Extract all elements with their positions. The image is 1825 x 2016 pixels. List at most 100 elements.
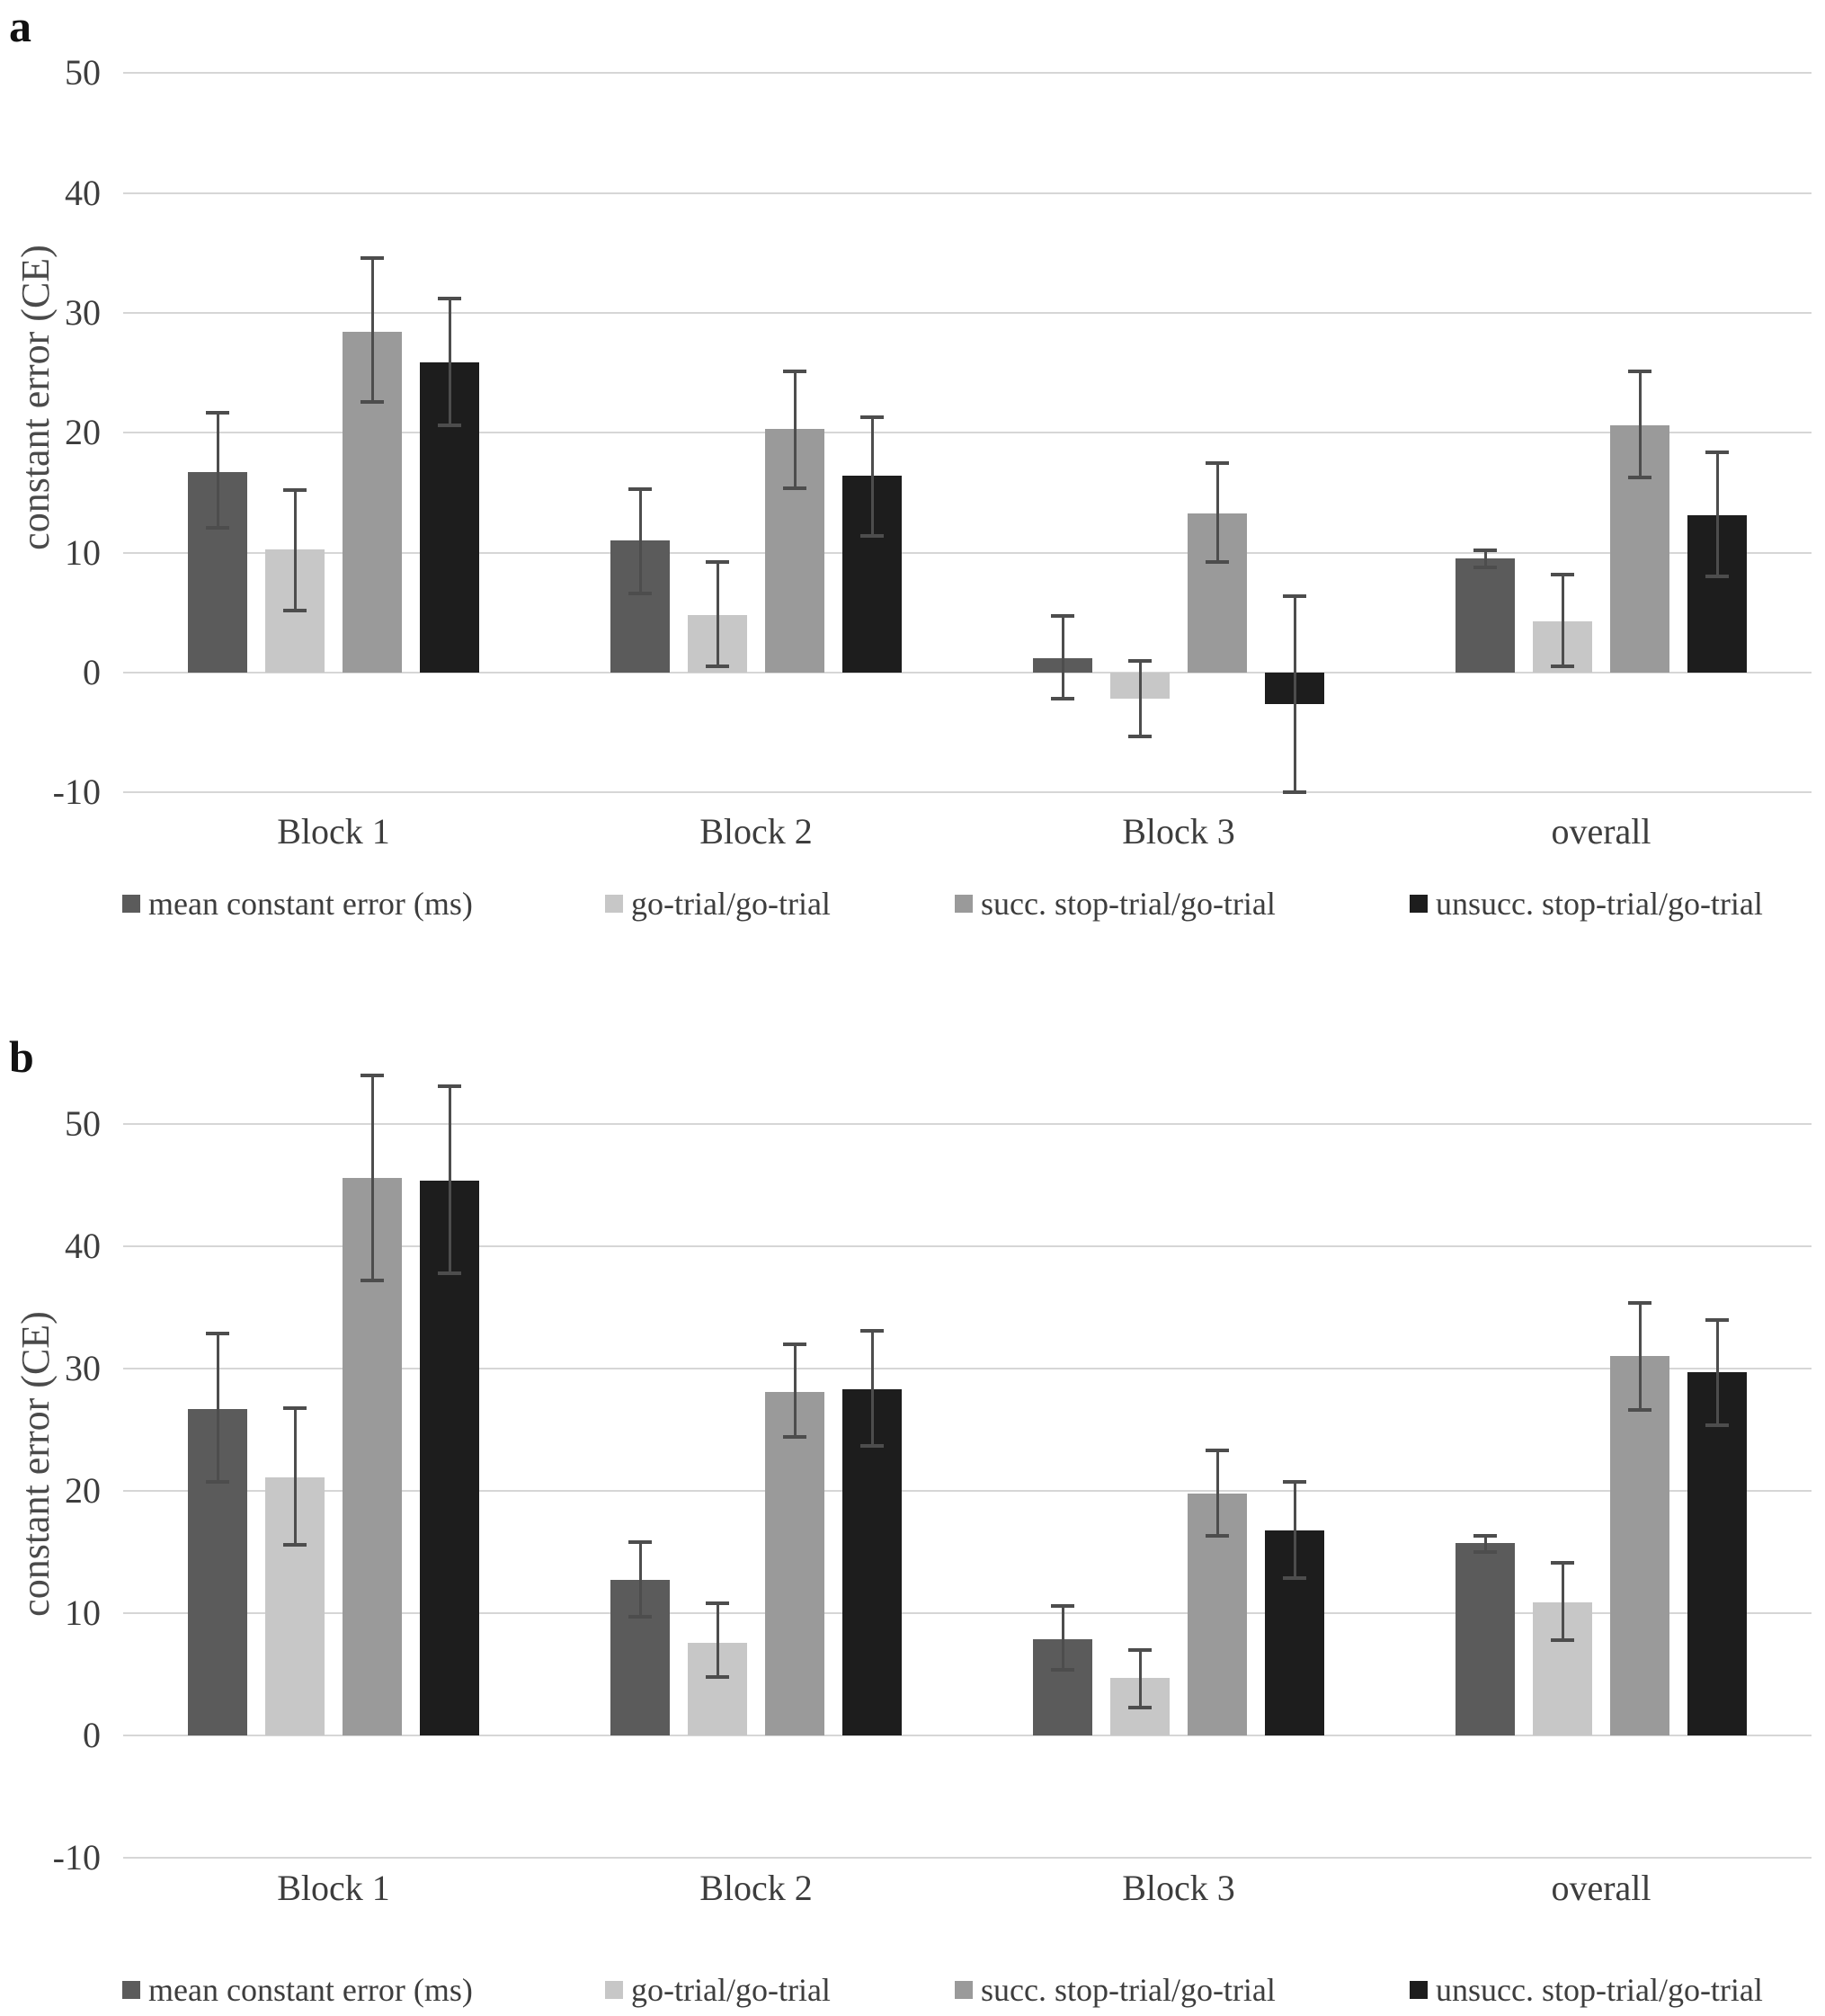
x-tick-label-b-4: overall [1551, 1868, 1651, 1908]
error-cap-top [783, 1342, 806, 1346]
y-tick-label-b--10: -10 [52, 1837, 101, 1878]
panel-a-letter: a [9, 1, 31, 51]
gridline-a-20 [123, 432, 1812, 434]
error-bar-b-c2-s2 [716, 1603, 719, 1677]
gridline-b-10 [123, 1612, 1812, 1614]
y-tick-label-b-0: 0 [83, 1715, 101, 1755]
error-bar-b-c3-s1 [1061, 1605, 1064, 1670]
error-cap-top [206, 410, 229, 415]
gridline-a-40 [123, 192, 1812, 194]
error-cap-top [628, 487, 652, 491]
y-tick-label-a-20: 20 [65, 412, 101, 453]
error-bar-a-c1-s1 [216, 412, 219, 528]
error-cap-bottom [860, 1443, 884, 1448]
y-tick-label-a-10: 10 [65, 531, 101, 573]
error-cap-top [1206, 1449, 1229, 1453]
x-tick-label-b-1: Block 1 [277, 1868, 390, 1908]
y-tick-label-b-30: 30 [65, 1348, 101, 1388]
error-cap-bottom [206, 1480, 229, 1485]
error-bar-b-c2-s1 [638, 1542, 642, 1618]
error-cap-bottom [628, 592, 652, 595]
error-cap-top [283, 488, 307, 493]
error-cap-bottom [1473, 565, 1497, 569]
error-cap-top [1473, 1534, 1497, 1539]
y-tick-label-b-50: 50 [65, 1103, 101, 1144]
error-bar-a-c4-s1 [1483, 550, 1487, 567]
y-tick-label-a-30: 30 [65, 292, 101, 333]
gridline-b-40 [123, 1245, 1812, 1247]
panel-b-letter: b [9, 1031, 34, 1082]
error-bar-b-c4-s4 [1715, 1319, 1719, 1425]
error-cap-bottom [283, 1542, 307, 1547]
legend-item-b-3: succ. stop-trial/go-trial [955, 1968, 1276, 2012]
error-cap-top [1551, 1561, 1574, 1566]
error-cap-bottom [1051, 1667, 1074, 1672]
error-bar-a-c2-s2 [716, 562, 719, 667]
error-bar-a-c4-s4 [1715, 451, 1719, 577]
error-bar-a-c4-s2 [1561, 574, 1564, 667]
x-tick-label-a-1: Block 1 [277, 811, 390, 852]
error-cap-bottom [706, 1674, 729, 1679]
error-cap-bottom [706, 665, 729, 669]
error-bar-b-c1-s3 [370, 1075, 374, 1281]
error-bar-a-c1-s4 [448, 299, 451, 426]
legend-item-a-1: mean constant error (ms) [122, 882, 473, 925]
error-cap-bottom [1628, 475, 1651, 479]
error-cap-bottom [283, 608, 307, 612]
error-cap-top [1128, 1647, 1152, 1652]
gridline-b-30 [123, 1368, 1812, 1369]
error-bar-a-c3-s1 [1061, 616, 1064, 700]
error-cap-bottom [1551, 1637, 1574, 1642]
error-cap-bottom [1051, 697, 1074, 701]
error-cap-top [783, 370, 806, 374]
legend-label: succ. stop-trial/go-trial [981, 1972, 1276, 2008]
gridline-a-10 [123, 551, 1812, 554]
bar-b-c4-s4 [1687, 1372, 1747, 1735]
error-bar-a-c2-s1 [638, 489, 642, 593]
error-cap-bottom [206, 525, 229, 530]
legend-item-b-4: unsucc. stop-trial/go-trial [1410, 1968, 1763, 2012]
y-tick-label-a-50: 50 [65, 52, 101, 94]
error-cap-top [1051, 1603, 1074, 1608]
y-tick-label-a-0: 0 [83, 652, 101, 692]
error-bar-a-c3-s4 [1293, 595, 1296, 793]
legend-label: mean constant error (ms) [148, 886, 473, 922]
error-cap-bottom [361, 1279, 384, 1283]
error-cap-top [206, 1331, 229, 1335]
error-cap-top [860, 415, 884, 419]
error-cap-bottom [1206, 560, 1229, 565]
gridline-b-0 [123, 1735, 1812, 1736]
legend-item-a-3: succ. stop-trial/go-trial [955, 882, 1276, 925]
error-bar-b-c3-s2 [1138, 1649, 1142, 1708]
error-cap-top [1051, 614, 1074, 619]
error-bar-b-c1-s2 [293, 1407, 297, 1545]
legend-item-a-4: unsucc. stop-trial/go-trial [1410, 882, 1763, 925]
error-bar-a-c4-s3 [1638, 371, 1642, 477]
legend-item-b-2: go-trial/go-trial [605, 1968, 831, 2012]
bar-a-c4-s1 [1456, 558, 1515, 673]
error-cap-bottom [361, 399, 384, 404]
error-bar-b-c1-s4 [448, 1085, 451, 1273]
error-cap-top [1283, 1480, 1306, 1485]
error-bar-b-c4-s2 [1561, 1563, 1564, 1640]
error-cap-top [860, 1328, 884, 1333]
y-tick-label-a-40: 40 [65, 172, 101, 213]
error-cap-bottom [438, 424, 461, 428]
legend-swatch-icon [955, 895, 973, 913]
error-cap-bottom [1705, 1423, 1729, 1427]
y-tick-label-b-10: 10 [65, 1592, 101, 1633]
error-cap-bottom [1551, 665, 1574, 669]
legend-label: unsucc. stop-trial/go-trial [1436, 1972, 1763, 2008]
error-cap-bottom [1206, 1534, 1229, 1539]
error-bar-b-c4-s3 [1638, 1302, 1642, 1411]
error-bar-b-c4-s1 [1483, 1536, 1487, 1552]
error-cap-top [1551, 572, 1574, 576]
error-cap-top [1628, 1300, 1651, 1305]
legend-swatch-icon [955, 1981, 973, 1999]
error-cap-top [438, 297, 461, 300]
error-cap-top [706, 1601, 729, 1606]
gridline-a--10 [123, 791, 1812, 794]
bar-b-c4-s1 [1456, 1543, 1515, 1735]
gridline-a-0 [123, 672, 1812, 673]
